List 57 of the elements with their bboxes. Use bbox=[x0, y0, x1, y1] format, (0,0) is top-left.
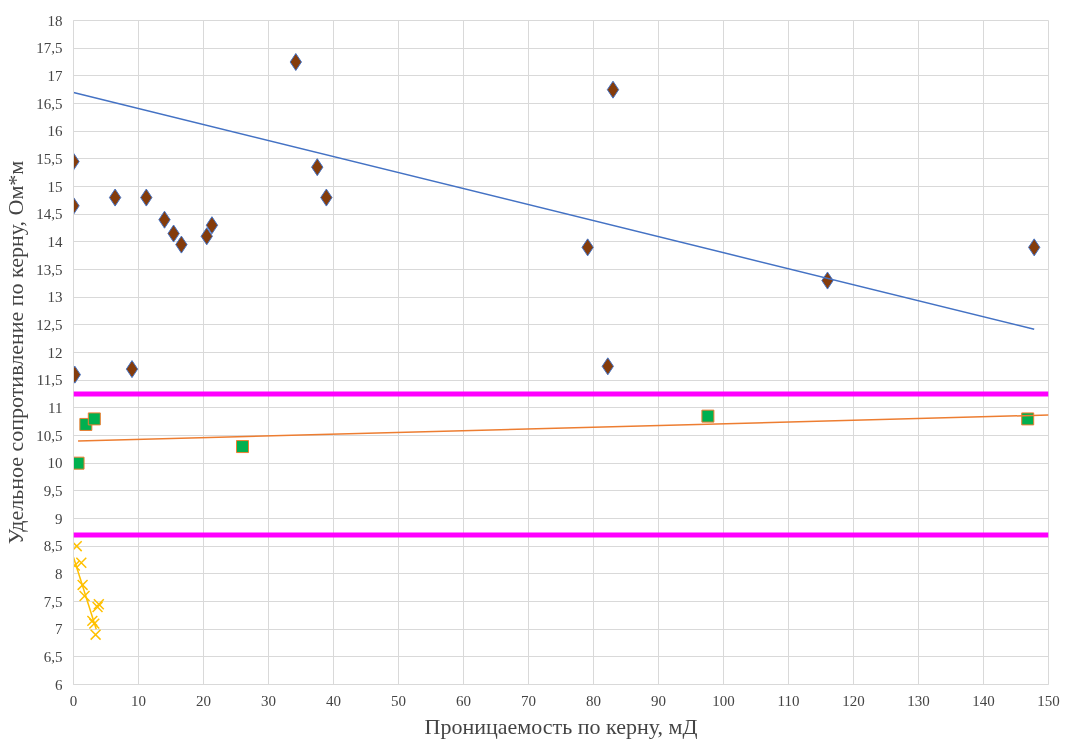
y-tick-label: 10,5 bbox=[36, 427, 63, 444]
y-tick-label: 6 bbox=[55, 676, 63, 693]
y-tick-label: 8 bbox=[55, 565, 63, 582]
y-tick-label: 8,5 bbox=[43, 538, 63, 555]
y-axis-title: Удельное сопротивление по керну, Ом*м bbox=[3, 160, 29, 545]
y-tick-label: 7,5 bbox=[43, 593, 63, 610]
point bbox=[205, 216, 219, 235]
point bbox=[87, 412, 101, 426]
point bbox=[75, 557, 87, 569]
x-tick-label: 120 bbox=[842, 692, 865, 709]
point bbox=[76, 579, 89, 591]
point bbox=[606, 80, 620, 99]
y-tick-label: 12,5 bbox=[36, 316, 63, 333]
x-tick-label: 20 bbox=[196, 692, 211, 709]
y-tick-label: 16,5 bbox=[36, 95, 63, 112]
y-tick-label: 14,5 bbox=[36, 206, 63, 223]
x-tick-label: 70 bbox=[521, 692, 536, 709]
x-tick-label: 140 bbox=[972, 692, 995, 709]
point bbox=[108, 188, 122, 207]
point bbox=[125, 360, 139, 379]
y-tick-label: 13 bbox=[47, 289, 63, 306]
y-tick-label: 11 bbox=[48, 399, 63, 416]
y-tick-label: 17,5 bbox=[36, 40, 63, 57]
y-tick-label: 13,5 bbox=[36, 261, 63, 278]
x-tick-label: 80 bbox=[586, 692, 601, 709]
y-tick-label: 14 bbox=[47, 233, 63, 250]
point bbox=[78, 590, 91, 602]
y-tick-label: 17 bbox=[47, 67, 63, 84]
point bbox=[89, 629, 102, 641]
point bbox=[236, 440, 249, 454]
y-tick-label: 6,5 bbox=[43, 648, 63, 665]
point bbox=[701, 409, 715, 423]
y-tick-label: 9,5 bbox=[43, 482, 63, 499]
x-tick-label: 90 bbox=[651, 692, 666, 709]
x-tick-label: 110 bbox=[777, 692, 800, 709]
y-tick-label: 15 bbox=[47, 178, 63, 195]
x-tick-label: 10 bbox=[131, 692, 146, 709]
y-tick-label: 7 bbox=[55, 621, 63, 638]
point bbox=[289, 53, 302, 71]
y-tick-label: 12 bbox=[47, 344, 63, 361]
x-axis-title: Проницаемость по керну, мД bbox=[424, 713, 698, 739]
x-tick-label: 0 bbox=[69, 692, 78, 709]
y-tick-label: 11,5 bbox=[36, 372, 63, 389]
y-tick-label: 15,5 bbox=[36, 150, 63, 167]
y-tick-label: 16 bbox=[47, 123, 63, 140]
y-tick-label: 18 bbox=[47, 12, 63, 29]
x-tick-label: 60 bbox=[456, 692, 471, 709]
x-tick-label: 50 bbox=[391, 692, 406, 709]
y-tick-label: 9 bbox=[55, 510, 63, 527]
point bbox=[73, 456, 85, 470]
x-tick-label: 130 bbox=[907, 692, 930, 709]
point bbox=[1021, 412, 1035, 426]
x-tick-label: 100 bbox=[712, 692, 735, 709]
y-tick-label: 10 bbox=[47, 455, 63, 472]
x-tick-label: 40 bbox=[326, 692, 341, 709]
x-tick-label: 150 bbox=[1037, 692, 1060, 709]
x-tick-label: 30 bbox=[261, 692, 276, 709]
